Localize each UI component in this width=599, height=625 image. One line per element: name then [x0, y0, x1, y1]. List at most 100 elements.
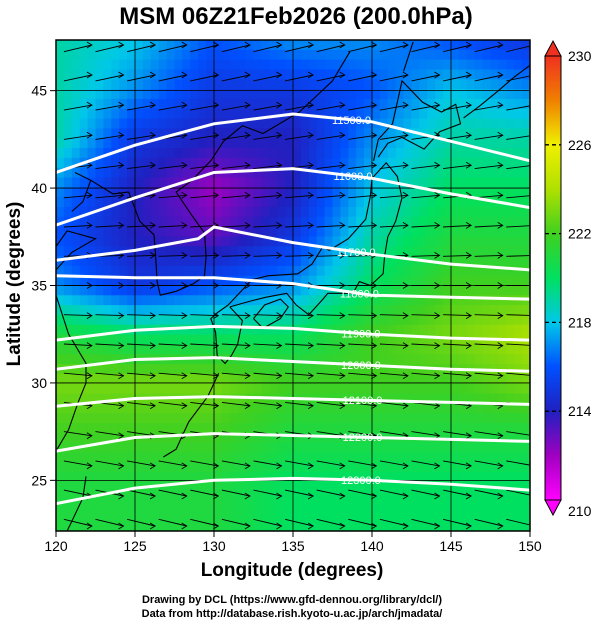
- heatmap-cell: [379, 521, 389, 531]
- heatmap-cell: [451, 295, 460, 306]
- heatmap-cell: [190, 236, 199, 247]
- heatmap-cell: [103, 197, 112, 208]
- wind-arrowhead: [244, 282, 251, 289]
- heatmap-cell: [506, 373, 515, 385]
- heatmap-cell: [103, 138, 112, 149]
- heatmap-cell: [324, 462, 334, 473]
- heatmap-cell: [158, 314, 168, 326]
- wind-arrowhead: [86, 432, 93, 440]
- heatmap-cell: [522, 216, 530, 228]
- heatmap-cell: [166, 40, 176, 51]
- wind-vector: [379, 489, 408, 497]
- heatmap-cell: [293, 148, 302, 159]
- heatmap-cell: [237, 236, 247, 247]
- heatmap-cell: [119, 275, 128, 287]
- heatmap-cell: [182, 246, 191, 257]
- heatmap-cell: [356, 511, 365, 522]
- heatmap-cell: [427, 403, 436, 414]
- heatmap-cell: [206, 334, 215, 346]
- heatmap-cell: [63, 98, 73, 110]
- heatmap-cell: [293, 226, 302, 237]
- heatmap-cell: [245, 344, 255, 355]
- heatmap-cell: [198, 354, 207, 365]
- heatmap-cell: [443, 256, 452, 267]
- contour-line: [56, 225, 530, 272]
- heatmap-cell: [427, 40, 436, 51]
- heatmap-cell: [308, 79, 318, 90]
- heatmap-cell: [119, 98, 128, 110]
- heatmap-cell: [119, 148, 128, 159]
- heatmap-cell: [348, 501, 357, 512]
- wind-vector: [348, 134, 377, 140]
- heatmap-cell: [182, 216, 191, 228]
- heatmap-cell: [221, 69, 231, 80]
- heatmap-cell: [474, 265, 484, 277]
- heatmap-cell: [356, 177, 365, 188]
- heatmap-cell: [419, 511, 428, 522]
- heatmap-cell: [221, 442, 231, 454]
- heatmap-cell: [253, 462, 262, 473]
- heatmap-cell: [300, 197, 310, 208]
- heatmap-cell: [522, 59, 530, 71]
- heatmap-cell: [103, 432, 112, 444]
- heatmap-cell: [127, 256, 136, 267]
- heatmap-cell: [522, 148, 530, 159]
- wind-arrowhead: [307, 372, 314, 380]
- heatmap-cell: [87, 226, 97, 237]
- heatmap-cell: [119, 59, 128, 71]
- heatmap-cell: [245, 148, 255, 159]
- heatmap-cell: [245, 206, 255, 218]
- heatmap-cell: [332, 413, 341, 424]
- heatmap-cell: [119, 462, 128, 473]
- heatmap-cell: [71, 373, 81, 385]
- heatmap-cell: [506, 148, 515, 159]
- heatmap-cell: [174, 226, 183, 237]
- heatmap-cell: [79, 98, 89, 110]
- heatmap-cell: [158, 511, 168, 522]
- heatmap-cell: [261, 98, 270, 110]
- heatmap-cell: [340, 354, 349, 365]
- heatmap-cell: [127, 344, 136, 355]
- heatmap-cell: [356, 197, 365, 208]
- wind-arrowhead: [307, 522, 314, 530]
- heatmap-cell: [356, 334, 365, 346]
- heatmap-cell: [466, 462, 476, 473]
- heatmap-cell: [372, 226, 381, 237]
- heatmap-cell: [332, 344, 341, 355]
- heatmap-cell: [300, 118, 310, 129]
- heatmap-cell: [356, 59, 365, 71]
- heatmap-cell: [285, 354, 294, 365]
- heatmap-cell: [403, 413, 413, 424]
- heatmap-cell: [443, 59, 452, 71]
- wind-arrowhead: [181, 402, 188, 410]
- heatmap-cell: [119, 373, 128, 385]
- heatmap-cell: [466, 118, 476, 129]
- heatmap-cell: [142, 128, 152, 139]
- heatmap-cell: [340, 89, 349, 100]
- heatmap-cell: [221, 403, 231, 414]
- heatmap-cell: [332, 216, 341, 228]
- wind-vector: [253, 164, 282, 170]
- heatmap-cell: [103, 383, 112, 395]
- heatmap-cell: [135, 69, 144, 80]
- heatmap-cell: [300, 69, 310, 80]
- heatmap-cell: [482, 472, 492, 483]
- heatmap-cell: [158, 344, 168, 355]
- wind-arrowhead: [181, 161, 188, 169]
- heatmap-cell: [63, 226, 73, 237]
- heatmap-cell: [498, 383, 507, 395]
- heatmap-cell: [419, 177, 428, 188]
- heatmap-cell: [237, 432, 247, 444]
- wind-vector: [253, 224, 282, 228]
- heatmap-cell: [119, 314, 128, 326]
- heatmap-cell: [332, 324, 341, 336]
- heatmap-cell: [427, 167, 436, 179]
- heatmap-cell: [158, 98, 168, 110]
- heatmap-cell: [474, 157, 484, 169]
- heatmap-cell: [142, 157, 152, 169]
- wind-arrowhead: [149, 372, 156, 380]
- heatmap-cell: [277, 246, 286, 257]
- wind-vector: [379, 518, 409, 527]
- heatmap-cell: [332, 197, 341, 208]
- heatmap-cell: [198, 118, 207, 129]
